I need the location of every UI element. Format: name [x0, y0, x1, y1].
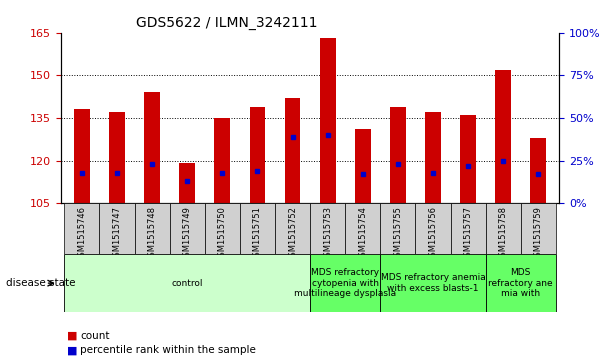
- Bar: [134, 203, 170, 254]
- Bar: [415, 203, 451, 254]
- Bar: [170, 203, 205, 254]
- Text: GSM1515758: GSM1515758: [499, 206, 508, 262]
- Text: MDS refractory
cytopenia with
multilineage dysplasia: MDS refractory cytopenia with multilinea…: [294, 268, 396, 298]
- Bar: [451, 203, 486, 254]
- Text: percentile rank within the sample: percentile rank within the sample: [80, 345, 256, 355]
- Bar: [240, 203, 275, 254]
- Bar: [74, 110, 90, 203]
- Bar: [249, 107, 265, 203]
- Text: ■: ■: [67, 331, 77, 341]
- Text: MDS refractory anemia
with excess blasts-1: MDS refractory anemia with excess blasts…: [381, 273, 485, 293]
- Text: count: count: [80, 331, 110, 341]
- Text: GSM1515746: GSM1515746: [77, 206, 86, 262]
- Bar: [310, 254, 380, 312]
- Text: MDS
refractory ane
mia with: MDS refractory ane mia with: [488, 268, 553, 298]
- Text: GSM1515751: GSM1515751: [253, 206, 262, 262]
- Bar: [320, 38, 336, 203]
- Bar: [144, 93, 160, 203]
- Text: control: control: [171, 279, 203, 287]
- Bar: [109, 112, 125, 203]
- Text: GSM1515754: GSM1515754: [358, 206, 367, 262]
- Bar: [345, 203, 380, 254]
- Bar: [179, 163, 195, 203]
- Bar: [486, 203, 520, 254]
- Text: GSM1515749: GSM1515749: [182, 206, 192, 262]
- Bar: [380, 203, 415, 254]
- Bar: [390, 107, 406, 203]
- Bar: [520, 203, 556, 254]
- Text: ■: ■: [67, 345, 77, 355]
- Text: GSM1515755: GSM1515755: [393, 206, 402, 262]
- Bar: [285, 98, 300, 203]
- Text: GSM1515759: GSM1515759: [534, 206, 543, 262]
- Text: GSM1515747: GSM1515747: [112, 206, 122, 262]
- Bar: [380, 254, 486, 312]
- Bar: [460, 115, 476, 203]
- Text: GSM1515757: GSM1515757: [463, 206, 472, 262]
- Bar: [486, 254, 556, 312]
- Text: GSM1515752: GSM1515752: [288, 206, 297, 262]
- Bar: [355, 129, 371, 203]
- Text: GSM1515753: GSM1515753: [323, 206, 332, 262]
- Bar: [215, 118, 230, 203]
- Text: GSM1515756: GSM1515756: [429, 206, 438, 262]
- Text: disease state: disease state: [6, 278, 75, 288]
- Bar: [310, 203, 345, 254]
- Text: GSM1515750: GSM1515750: [218, 206, 227, 262]
- Bar: [64, 254, 310, 312]
- Bar: [530, 138, 546, 203]
- Bar: [100, 203, 134, 254]
- Bar: [205, 203, 240, 254]
- Bar: [425, 112, 441, 203]
- Bar: [64, 203, 100, 254]
- Text: GDS5622 / ILMN_3242111: GDS5622 / ILMN_3242111: [136, 16, 317, 30]
- Bar: [275, 203, 310, 254]
- Bar: [496, 70, 511, 203]
- Text: GSM1515748: GSM1515748: [148, 206, 157, 262]
